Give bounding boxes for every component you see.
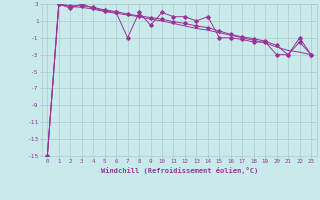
- X-axis label: Windchill (Refroidissement éolien,°C): Windchill (Refroidissement éolien,°C): [100, 167, 258, 174]
